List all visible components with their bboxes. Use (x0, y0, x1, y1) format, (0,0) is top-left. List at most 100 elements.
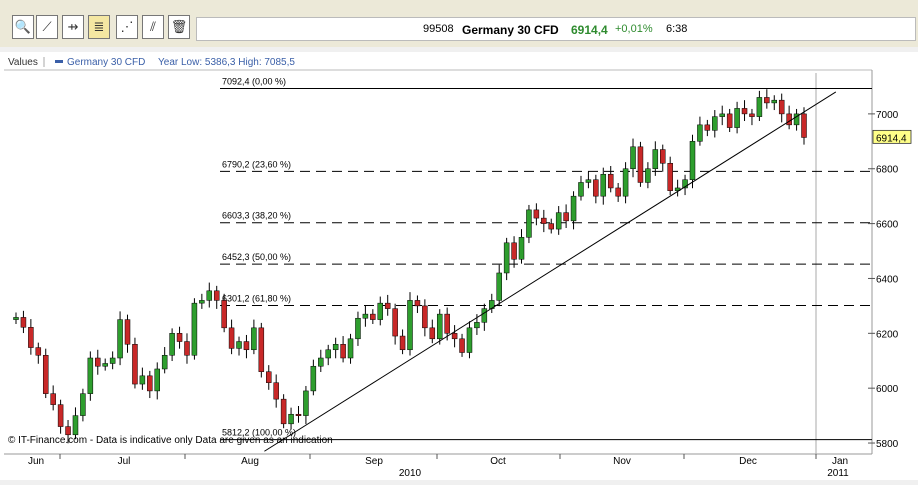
candle-up (503, 242, 510, 274)
zoom-button[interactable]: 🔍 (12, 15, 34, 39)
last-price-tag (872, 129, 912, 144)
trendline[interactable] (264, 91, 837, 452)
candle-down (95, 357, 101, 367)
candle-up (585, 179, 592, 183)
candle-up (712, 116, 718, 131)
candle-up (555, 212, 562, 230)
candle-up (87, 357, 94, 394)
candle-down (176, 333, 183, 342)
trendline-button[interactable]: ⟋ (36, 15, 58, 39)
y-tick-label: 6200 (876, 329, 899, 340)
channel-icon: ⋰ (120, 19, 134, 34)
instrument-code: 99508 (423, 23, 454, 35)
legend-values-label: Values (8, 57, 38, 68)
candle-down (726, 113, 733, 128)
trash-button[interactable]: 🗑 (168, 15, 190, 39)
candle-up (377, 302, 384, 320)
series-color-swatch (55, 60, 63, 63)
candle-up (362, 313, 369, 319)
y-tick-label: 6600 (876, 220, 899, 231)
candle-up (407, 300, 413, 351)
trendline-icon: ⟋ (42, 19, 52, 34)
candle-down (429, 327, 436, 340)
quote-bar: 99508 Germany 30 CFD 6914,4 +0,01% 6:38 (196, 17, 916, 41)
candle-up (332, 344, 339, 351)
fibonacci-icon: ≣ (93, 19, 105, 34)
fib-level-label: 7092,4 (0,00 %) (222, 77, 286, 87)
candle-down (414, 300, 421, 307)
candle-down (593, 179, 599, 197)
candle-down (35, 347, 42, 356)
y-tick-label: 6800 (876, 165, 899, 176)
parallel-lines-button[interactable]: ⫽ (142, 15, 164, 39)
candle-up (466, 327, 473, 353)
candle-up (251, 327, 257, 351)
candle-down (704, 124, 711, 131)
fib-level-label: 6301,2 (61,80 %) (222, 294, 291, 304)
candle-up (236, 341, 242, 349)
candle-up (436, 313, 443, 340)
year-label: 2010 (399, 468, 422, 479)
candle-down (221, 300, 227, 329)
candle-down (266, 371, 272, 383)
candle-down (273, 382, 279, 400)
candle-down (184, 341, 190, 356)
candle-up (325, 349, 331, 359)
candle-down (422, 305, 428, 329)
candle-up (347, 338, 354, 359)
x-tick-label: Dec (739, 456, 757, 467)
candle-down (741, 108, 748, 115)
chart-panel[interactable]: Values Germany 30 CFD Year Low: 5386,3 H… (0, 52, 918, 480)
candle-down (778, 99, 785, 115)
candle-up (13, 317, 19, 320)
candle-up (191, 302, 198, 356)
last-price: 6914,4 (571, 23, 608, 37)
candle-up (652, 149, 659, 169)
horizontal-line-button[interactable]: ⇸ (62, 15, 84, 39)
candle-down (548, 223, 554, 230)
candle-down (801, 113, 807, 138)
candle-down (42, 355, 49, 394)
candle-down (50, 393, 56, 405)
candle-down (563, 212, 569, 222)
candle-down (340, 344, 346, 359)
price-chart[interactable]: Values Germany 30 CFD Year Low: 5386,3 H… (0, 52, 918, 480)
candle-up (318, 357, 324, 367)
candle-down (132, 344, 138, 385)
zoom-icon: 🔍 (14, 19, 32, 34)
candle-down (451, 333, 458, 340)
fibonacci-button[interactable]: ≣ (88, 15, 110, 39)
price-change: +0,01% (615, 23, 653, 35)
candle-up (630, 146, 636, 169)
x-tick-label: Jun (28, 456, 44, 467)
candle-down (28, 327, 34, 348)
candle-down (786, 113, 792, 126)
candle-down (280, 398, 287, 425)
horizontal-line-icon: ⇸ (67, 19, 79, 34)
fib-level-label: 6603,3 (38,20 %) (222, 211, 291, 221)
candle-up (80, 393, 86, 416)
last-price-tag-label: 6914,4 (876, 133, 907, 144)
candle-up (622, 168, 629, 197)
candle-up (793, 113, 800, 126)
candle-down (533, 209, 540, 219)
candle-down (295, 413, 302, 416)
channel-button[interactable]: ⋰ (116, 15, 138, 39)
candle-up (518, 237, 525, 260)
candle-down (764, 97, 770, 104)
candle-up (474, 322, 480, 329)
candle-down (20, 317, 27, 328)
candle-up (310, 365, 317, 392)
candle-up (154, 368, 160, 392)
candle-up (117, 319, 123, 359)
candle-up (756, 97, 763, 117)
candle-down (541, 217, 547, 224)
candle-up (481, 308, 488, 323)
x-tick-label: Oct (490, 456, 506, 467)
y-tick-label: 6400 (876, 274, 899, 285)
candle-down (65, 426, 71, 436)
candle-up (645, 168, 651, 183)
candle-down (660, 149, 666, 164)
candle-up (288, 413, 294, 425)
parallel-lines-icon: ⫽ (150, 19, 156, 34)
